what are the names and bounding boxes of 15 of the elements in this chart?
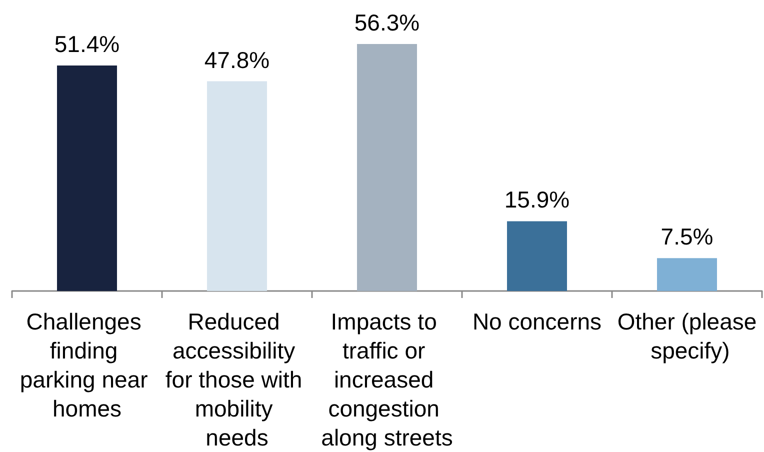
- data-label: 15.9%: [504, 186, 570, 213]
- x-tick-label: Challenges finding parking near homes: [20, 308, 154, 422]
- bar: [57, 65, 117, 291]
- bar: [507, 221, 567, 291]
- bar: [657, 258, 717, 291]
- bar: [207, 81, 267, 291]
- data-label: 7.5%: [660, 224, 714, 250]
- x-tick-label: Impacts to traffic or increased congestion along streets: [321, 308, 453, 450]
- data-label: 51.4%: [54, 30, 120, 57]
- x-tick-label: Reduced accessibility for those with mobility needs: [165, 308, 309, 450]
- data-label: 47.8%: [204, 46, 270, 73]
- bar: [357, 44, 417, 291]
- x-tick-label: No concerns: [472, 308, 602, 334]
- x-tick-label: Other (please specify): [617, 308, 757, 364]
- data-label: 56.3%: [354, 10, 420, 36]
